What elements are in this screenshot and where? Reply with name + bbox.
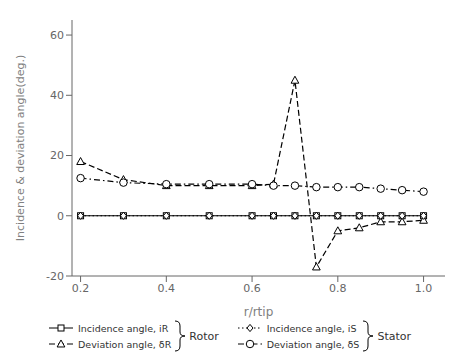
svg-text:r/rtip: r/rtip xyxy=(244,305,274,319)
svg-text:0.6: 0.6 xyxy=(243,282,261,295)
svg-text:0.2: 0.2 xyxy=(72,282,90,295)
html-text:Deviation angle, δR: Deviation angle, δR xyxy=(78,338,172,350)
html-text:Incidence angle, iR: Incidence angle, iR xyxy=(78,322,169,334)
svg-text:1.0: 1.0 xyxy=(415,282,433,295)
svg-text:0: 0 xyxy=(57,210,64,223)
svg-text:40: 40 xyxy=(50,89,64,102)
html-text:Stator: Stator xyxy=(377,329,411,343)
svg-text:0.4: 0.4 xyxy=(158,282,176,295)
html-text:Deviation angle, δS: Deviation angle, δS xyxy=(266,338,360,350)
svg-text:60: 60 xyxy=(50,29,64,42)
svg-text:Incidence & deviation angle(de: Incidence & deviation angle(deg.) xyxy=(14,55,27,241)
html-text:Incidence angle, iS: Incidence angle, iS xyxy=(266,322,357,334)
svg-text:-20: -20 xyxy=(46,270,64,283)
svg-text:20: 20 xyxy=(50,149,64,162)
html-text:Rotor: Rotor xyxy=(189,329,219,343)
svg-text:0.8: 0.8 xyxy=(329,282,347,295)
